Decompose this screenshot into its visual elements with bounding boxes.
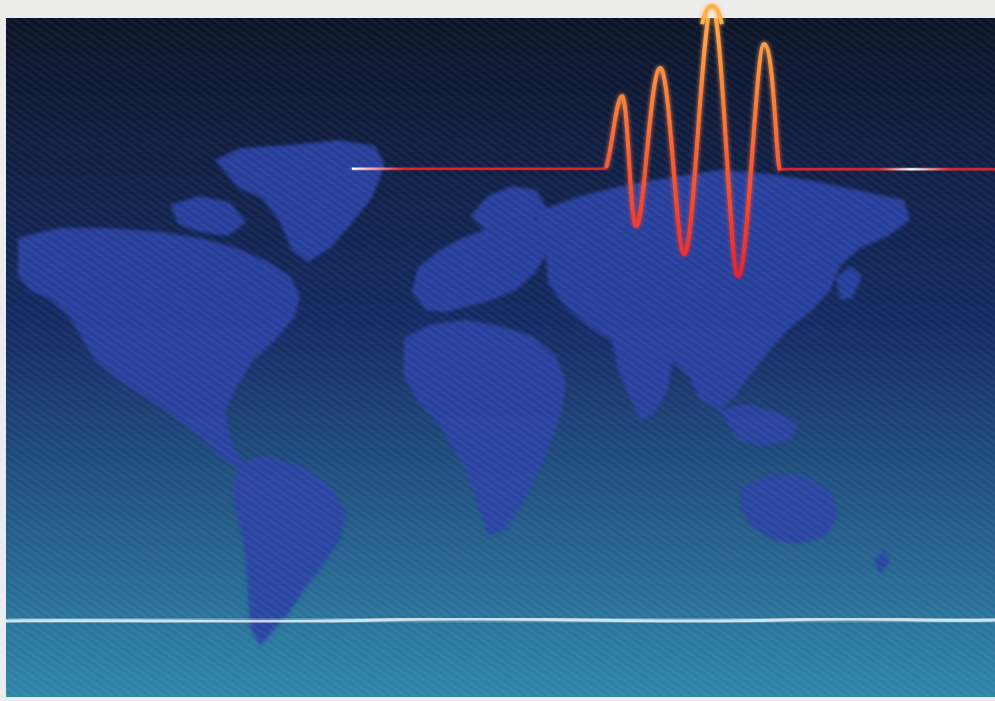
left-frame (0, 18, 6, 701)
scanline-texture (6, 18, 995, 697)
top-frame (0, 0, 995, 18)
bottom-frame (0, 697, 995, 701)
horizon-line (5, 617, 995, 624)
waveform-baseline (352, 166, 995, 172)
waveform-peak-overlap (700, 3, 724, 25)
waveform-burst (604, 3, 782, 278)
